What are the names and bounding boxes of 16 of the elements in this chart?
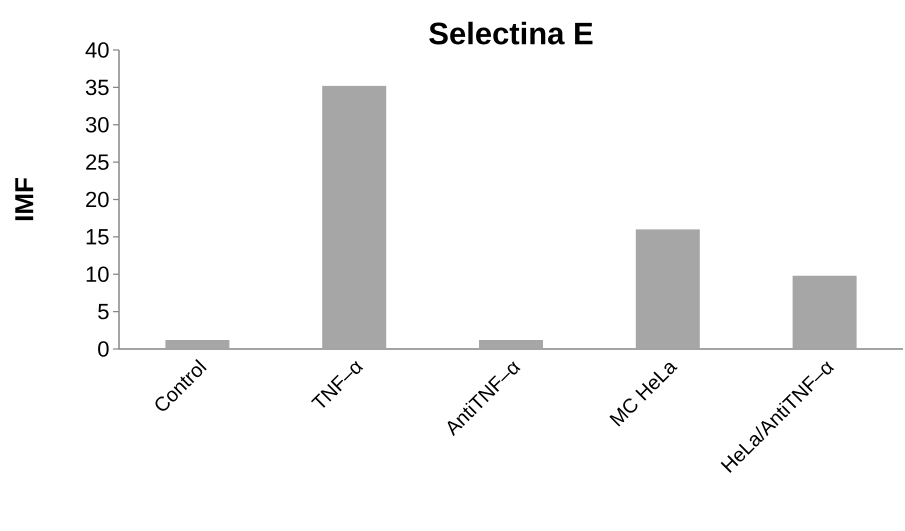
y-tick-label: 5 <box>98 304 109 320</box>
y-tick-label: 0 <box>98 341 109 357</box>
bar <box>479 340 544 349</box>
y-tick-label: 35 <box>86 80 109 96</box>
y-axis-title: IMF <box>15 178 34 220</box>
bar <box>792 276 857 349</box>
y-tick-label: 40 <box>86 42 109 58</box>
bar <box>636 229 700 349</box>
y-tick-label: 10 <box>86 266 109 282</box>
bar <box>322 86 386 349</box>
y-tick-label: 25 <box>86 154 109 170</box>
y-tick-label: 20 <box>86 192 109 208</box>
chart-title: Selectina E <box>429 22 592 44</box>
bar <box>165 340 230 349</box>
y-tick-label: 30 <box>86 116 109 133</box>
y-tick-label: 15 <box>86 229 109 245</box>
